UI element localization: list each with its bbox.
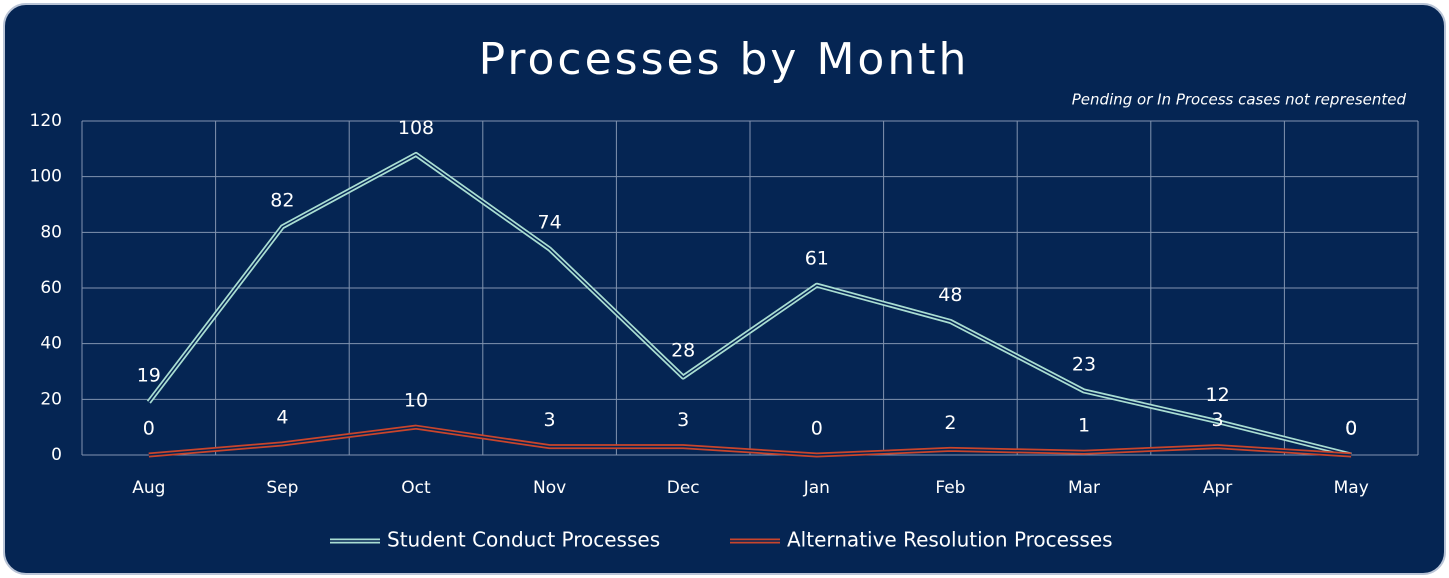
y-tick-label: 120 bbox=[30, 111, 62, 131]
data-label: 3 bbox=[677, 409, 689, 431]
legend-label: Alternative Resolution Processes bbox=[787, 528, 1113, 552]
data-label: 108 bbox=[398, 117, 434, 139]
data-label: 48 bbox=[938, 284, 962, 306]
data-label: 4 bbox=[276, 406, 288, 428]
x-tick-label: Feb bbox=[935, 478, 965, 498]
series-line-inner bbox=[148, 426, 1352, 456]
data-label: 3 bbox=[1212, 409, 1224, 431]
data-label: 0 bbox=[1345, 418, 1357, 440]
x-tick-label: Sep bbox=[266, 478, 298, 498]
data-label: 0 bbox=[1345, 418, 1357, 440]
x-tick-label: May bbox=[1334, 478, 1369, 498]
data-label: 28 bbox=[671, 340, 695, 362]
data-label: 2 bbox=[944, 412, 956, 434]
legend-label: Student Conduct Processes bbox=[387, 528, 660, 552]
data-label: 3 bbox=[544, 409, 556, 431]
y-tick-label: 0 bbox=[51, 445, 62, 465]
x-tick-label: Aug bbox=[132, 478, 165, 498]
y-tick-label: 60 bbox=[40, 278, 62, 298]
y-tick-label: 100 bbox=[30, 167, 62, 187]
x-tick-label: Apr bbox=[1203, 478, 1232, 498]
x-tick-label: Oct bbox=[401, 478, 431, 498]
chart-title: Processes by Month bbox=[479, 34, 970, 85]
data-label: 23 bbox=[1072, 353, 1096, 375]
data-label: 1 bbox=[1078, 415, 1090, 437]
y-tick-label: 40 bbox=[40, 334, 62, 354]
data-label: 82 bbox=[270, 189, 294, 211]
x-tick-label: Mar bbox=[1068, 478, 1100, 498]
data-label: 74 bbox=[538, 212, 562, 234]
data-label: 19 bbox=[137, 365, 161, 387]
data-label: 12 bbox=[1206, 384, 1230, 406]
annotation: Pending or In Process cases not represen… bbox=[1072, 91, 1407, 109]
data-label: 0 bbox=[143, 418, 155, 440]
data-label: 61 bbox=[805, 248, 829, 270]
x-tick-label: Jan bbox=[803, 478, 830, 498]
x-tick-label: Dec bbox=[667, 478, 700, 498]
series-line-inner bbox=[148, 153, 1352, 456]
data-label: 10 bbox=[404, 390, 428, 412]
y-tick-label: 80 bbox=[40, 222, 62, 242]
data-label: 0 bbox=[811, 418, 823, 440]
x-tick-label: Nov bbox=[533, 478, 566, 498]
y-tick-label: 20 bbox=[40, 389, 62, 409]
